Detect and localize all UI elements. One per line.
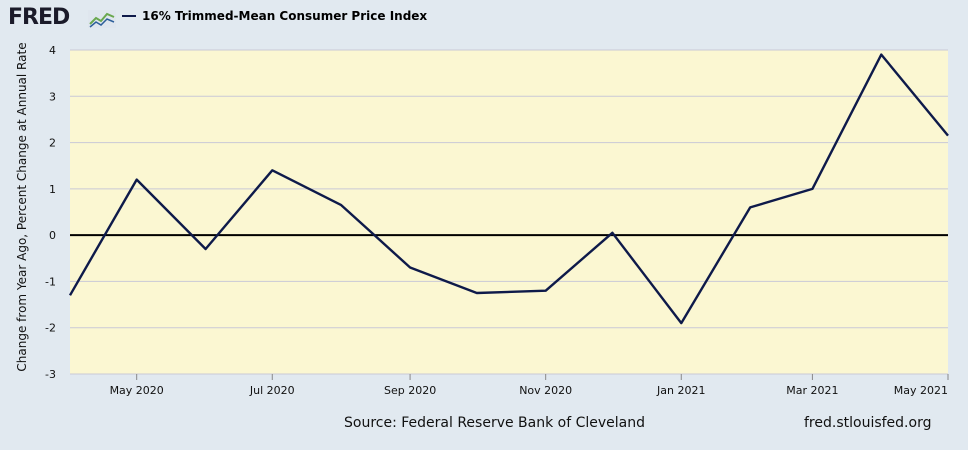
x-tick-label: Mar 2021	[786, 384, 838, 397]
x-tick-label: Jan 2021	[656, 384, 705, 397]
y-axis-label: Change from Year Ago, Percent Change at …	[15, 42, 29, 371]
y-tick-label: 3	[49, 90, 56, 103]
source-text: Source: Federal Reserve Bank of Clevelan…	[344, 415, 646, 431]
fred-logo[interactable]: FRED	[8, 5, 70, 30]
fred-logo-chart-icon	[88, 10, 116, 28]
x-tick-label: May 2020	[110, 384, 164, 397]
series-line	[68, 53, 949, 325]
chart-legend: 16% Trimmed-Mean Consumer Price Index	[122, 9, 427, 23]
fred-url-link[interactable]: fred.stlouisfed.org	[804, 415, 932, 431]
x-axis-ticks: May 2020 Jul 2020 Sep 2020 Nov 2020 Jan 2021…	[110, 374, 949, 397]
y-tick-label: 4	[49, 44, 56, 57]
y-tick-label: -2	[45, 322, 56, 335]
x-tick-label: May 2021	[894, 384, 948, 397]
y-tick-label: 2	[49, 137, 56, 150]
legend-label: 16% Trimmed-Mean Consumer Price Index	[142, 9, 428, 23]
y-tick-label: -3	[45, 368, 56, 381]
y-tick-label: -1	[45, 275, 56, 288]
series-points	[69, 54, 949, 324]
y-tick-label: 1	[49, 183, 56, 196]
x-tick-label: Nov 2020	[519, 384, 572, 397]
chart-header: FRED 16% Trimmed-Mean Consumer Price Ind…	[0, 0, 968, 40]
plot-background	[70, 50, 948, 374]
y-tick-label: 0	[49, 229, 56, 242]
x-tick-label: Jul 2020	[249, 384, 295, 397]
x-tick-label: Sep 2020	[384, 384, 436, 397]
legend-line-swatch	[122, 15, 136, 17]
chart-area: 4 3 2 1 0 -1 -2 -3 May 2020 Jul 2020 Sep 2020 Nov …	[15, 42, 949, 397]
y-axis-ticks: 4 3 2 1 0 -1 -2 -3	[45, 44, 56, 381]
